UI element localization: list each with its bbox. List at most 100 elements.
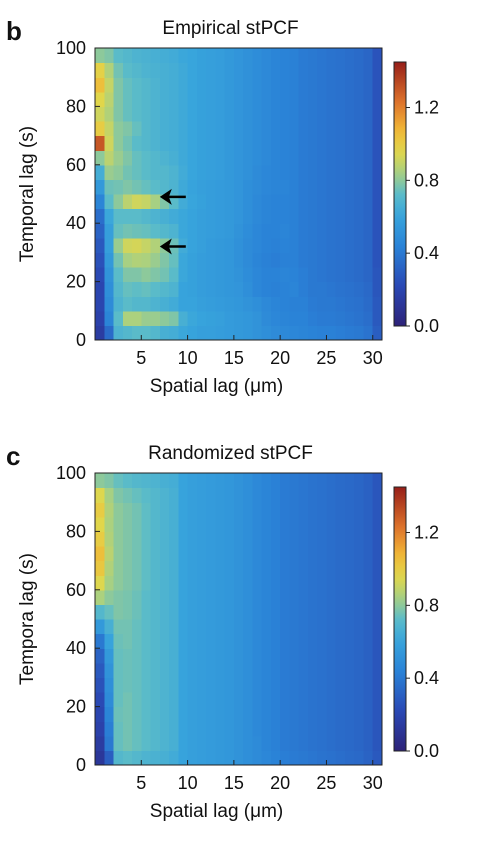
heatmap-cell bbox=[307, 77, 318, 93]
heatmap-cell bbox=[354, 150, 365, 166]
heatmap-cell bbox=[187, 223, 198, 239]
heatmap-cell bbox=[270, 194, 281, 210]
heatmap-cell bbox=[178, 77, 189, 93]
heatmap-cell bbox=[326, 91, 337, 107]
heatmap-cell bbox=[317, 619, 328, 635]
heatmap-cell bbox=[289, 735, 300, 751]
heatmap-cell bbox=[113, 325, 124, 341]
heatmap-cell bbox=[233, 194, 244, 210]
heatmap-cell bbox=[354, 164, 365, 180]
heatmap-cell bbox=[224, 106, 235, 122]
heatmap-cell bbox=[187, 531, 198, 547]
heatmap-cell bbox=[261, 121, 272, 137]
heatmap-cell bbox=[159, 487, 170, 503]
heatmap-cell bbox=[159, 281, 170, 297]
x-tick-label: 30 bbox=[363, 773, 383, 793]
heatmap-cell bbox=[307, 473, 318, 489]
heatmap-cell bbox=[224, 310, 235, 326]
heatmap-cell bbox=[122, 208, 133, 224]
heatmap-cell bbox=[150, 677, 161, 693]
heatmap-cell bbox=[159, 77, 170, 93]
heatmap-cell bbox=[317, 560, 328, 576]
heatmap-cell bbox=[206, 662, 216, 678]
heatmap-cell bbox=[326, 662, 337, 678]
heatmap-cell bbox=[141, 531, 152, 547]
heatmap-cell bbox=[187, 281, 198, 297]
heatmap-cell bbox=[344, 150, 355, 166]
y-tick-label: 20 bbox=[66, 697, 86, 717]
heatmap-cell bbox=[280, 281, 291, 297]
heatmap-cell bbox=[372, 223, 383, 239]
heatmap-cell bbox=[113, 179, 124, 195]
heatmap-cell bbox=[243, 62, 253, 78]
heatmap-cell bbox=[132, 252, 142, 268]
heatmap-cell bbox=[243, 516, 253, 532]
heatmap-cell bbox=[150, 106, 161, 122]
heatmap-cell bbox=[326, 721, 337, 737]
heatmap-cell bbox=[95, 473, 105, 489]
heatmap-cell bbox=[224, 575, 235, 591]
heatmap-cell bbox=[243, 179, 253, 195]
heatmap-cell bbox=[344, 648, 355, 664]
heatmap-cell bbox=[187, 575, 198, 591]
heatmap-cell bbox=[122, 325, 133, 341]
heatmap-cell bbox=[178, 575, 189, 591]
heatmap-cell bbox=[178, 325, 189, 341]
heatmap-cell bbox=[95, 502, 105, 518]
heatmap-cell bbox=[169, 135, 179, 151]
heatmap-cell bbox=[113, 267, 124, 283]
heatmap-cell bbox=[354, 194, 365, 210]
heatmap-cell bbox=[224, 150, 235, 166]
heatmap-cell bbox=[354, 237, 365, 253]
annotation-arrow bbox=[159, 188, 186, 205]
heatmap-cell bbox=[363, 735, 374, 751]
heatmap-cell bbox=[252, 237, 263, 253]
heatmap-cell bbox=[298, 575, 309, 591]
heatmap-cell bbox=[104, 223, 115, 239]
heatmap-cell bbox=[224, 194, 235, 210]
heatmap-cell bbox=[159, 648, 170, 664]
heatmap-cell bbox=[159, 589, 170, 605]
heatmap-cell bbox=[113, 252, 124, 268]
heatmap-cell bbox=[335, 531, 346, 547]
heatmap-cell bbox=[317, 633, 328, 649]
heatmap-cell bbox=[317, 648, 328, 664]
heatmap-cell bbox=[289, 619, 300, 635]
heatmap-cell bbox=[298, 721, 309, 737]
heatmap-cell bbox=[289, 633, 300, 649]
heatmap-cell bbox=[104, 164, 115, 180]
heatmap-cell bbox=[252, 91, 263, 107]
heatmap-cell bbox=[317, 91, 328, 107]
heatmap-cell bbox=[187, 706, 198, 722]
heatmap-cell bbox=[298, 502, 309, 518]
heatmap-cell bbox=[335, 121, 346, 137]
heatmap-cell bbox=[224, 604, 235, 620]
heatmap-cell bbox=[95, 516, 105, 532]
heatmap-cell bbox=[159, 296, 170, 312]
heatmap-cell bbox=[196, 560, 207, 576]
heatmap-cell bbox=[95, 223, 105, 239]
heatmap-cell bbox=[307, 721, 318, 737]
heatmap-cell bbox=[372, 179, 383, 195]
heatmap-cell bbox=[113, 604, 124, 620]
heatmap-cell bbox=[298, 560, 309, 576]
heatmap-cell bbox=[196, 546, 207, 562]
heatmap-cell bbox=[122, 150, 133, 166]
heatmap-cell bbox=[354, 502, 365, 518]
heatmap-cell bbox=[298, 589, 309, 605]
heatmap-cell bbox=[122, 502, 133, 518]
heatmap-cell bbox=[317, 281, 328, 297]
heatmap-cell bbox=[104, 692, 115, 708]
heatmap-cell bbox=[335, 325, 346, 341]
heatmap-cell bbox=[326, 516, 337, 532]
heatmap-cell bbox=[307, 575, 318, 591]
heatmap-cell bbox=[372, 721, 383, 737]
heatmap-cell bbox=[335, 750, 346, 766]
heatmap-cell bbox=[141, 502, 152, 518]
heatmap-cell bbox=[317, 121, 328, 137]
heatmap-cell bbox=[113, 546, 124, 562]
heatmap-cell bbox=[141, 310, 152, 326]
heatmap-cell bbox=[261, 692, 272, 708]
heatmap-cell bbox=[206, 575, 216, 591]
heatmap-cell bbox=[372, 106, 383, 122]
